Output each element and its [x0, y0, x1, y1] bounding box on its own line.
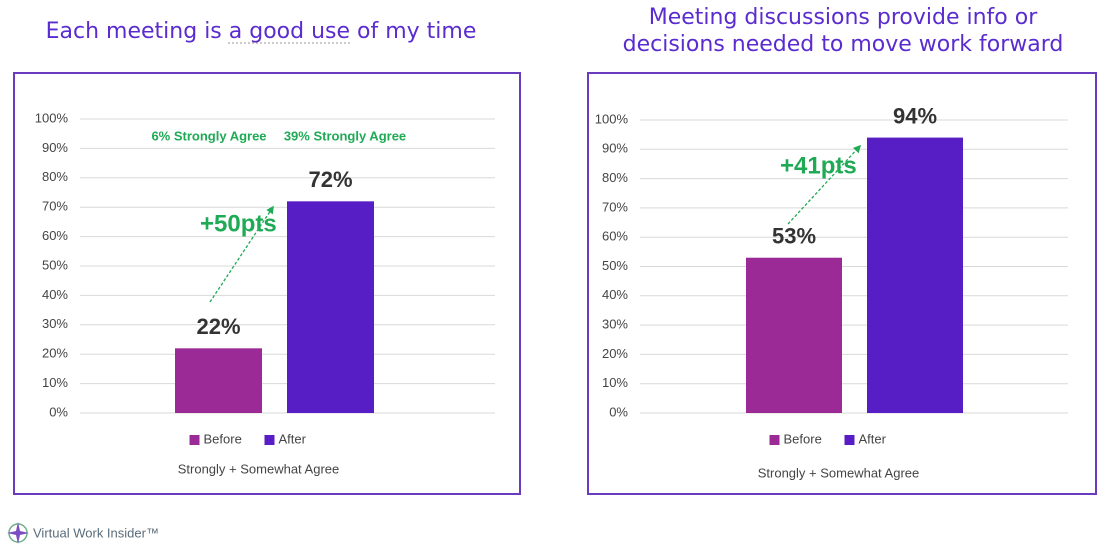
y-tick-label: 40% [42, 287, 68, 302]
logo-star [7, 522, 29, 544]
y-tick-label: 80% [42, 169, 68, 184]
y-tick-label: 40% [602, 287, 628, 302]
annotation: 6% Strongly Agree [151, 128, 266, 143]
chart-frame [13, 72, 521, 495]
y-tick-label: 70% [42, 199, 68, 214]
y-tick-label: 0% [609, 404, 628, 419]
annotation: 39% Strongly Agree [284, 128, 406, 143]
y-tick-label: 0% [49, 404, 68, 419]
change-arrow [787, 144, 862, 225]
y-tick-label: 60% [602, 229, 628, 244]
y-tick-label: 50% [602, 258, 628, 273]
bar [287, 201, 374, 413]
legend-label: Before [204, 431, 242, 446]
bar [175, 348, 262, 413]
y-tick-label: 90% [602, 141, 628, 156]
chart-title: Meeting discussions provide info or [649, 5, 1038, 30]
change-arrow [209, 205, 274, 303]
y-tick-label: 90% [42, 140, 68, 155]
y-tick-label: 30% [42, 316, 68, 331]
y-tick-label: 20% [42, 346, 68, 361]
bar [746, 257, 842, 413]
legend-swatch [264, 435, 275, 445]
y-tick-label: 70% [602, 199, 628, 214]
y-tick-label: 100% [595, 111, 629, 126]
legend-label: Before [784, 431, 822, 446]
logo: Virtual Work Insider™ [7, 522, 159, 544]
bar [867, 137, 963, 413]
y-tick-label: 50% [42, 257, 68, 272]
x-axis-label: Strongly + Somewhat Agree [178, 461, 340, 476]
legend-swatch [189, 435, 200, 445]
y-tick-label: 60% [42, 228, 68, 243]
annotation: +50pts [200, 210, 277, 237]
chart-frame [587, 72, 1097, 495]
y-tick-label: 20% [602, 346, 628, 361]
x-axis-label: Strongly + Somewhat Agree [758, 465, 920, 480]
value-label: 22% [196, 314, 240, 339]
legend-label: After [279, 431, 307, 446]
annotation: +41pts [780, 152, 857, 179]
legend-label: After [859, 431, 887, 446]
y-tick-label: 100% [35, 110, 69, 125]
y-tick-label: 10% [42, 375, 68, 390]
legend-swatch [769, 435, 780, 445]
legend-swatch [844, 435, 855, 445]
y-tick-label: 80% [602, 170, 628, 185]
chart-title: decisions needed to move work forward [623, 32, 1064, 57]
y-tick-label: 30% [602, 317, 628, 332]
chart-title: Each meeting is a good use of my time [46, 19, 477, 44]
value-label: 53% [772, 224, 816, 249]
value-label: 94% [893, 103, 937, 128]
logo-text: Virtual Work Insider™ [33, 525, 159, 540]
y-tick-label: 10% [602, 375, 628, 390]
value-label: 72% [308, 167, 352, 192]
